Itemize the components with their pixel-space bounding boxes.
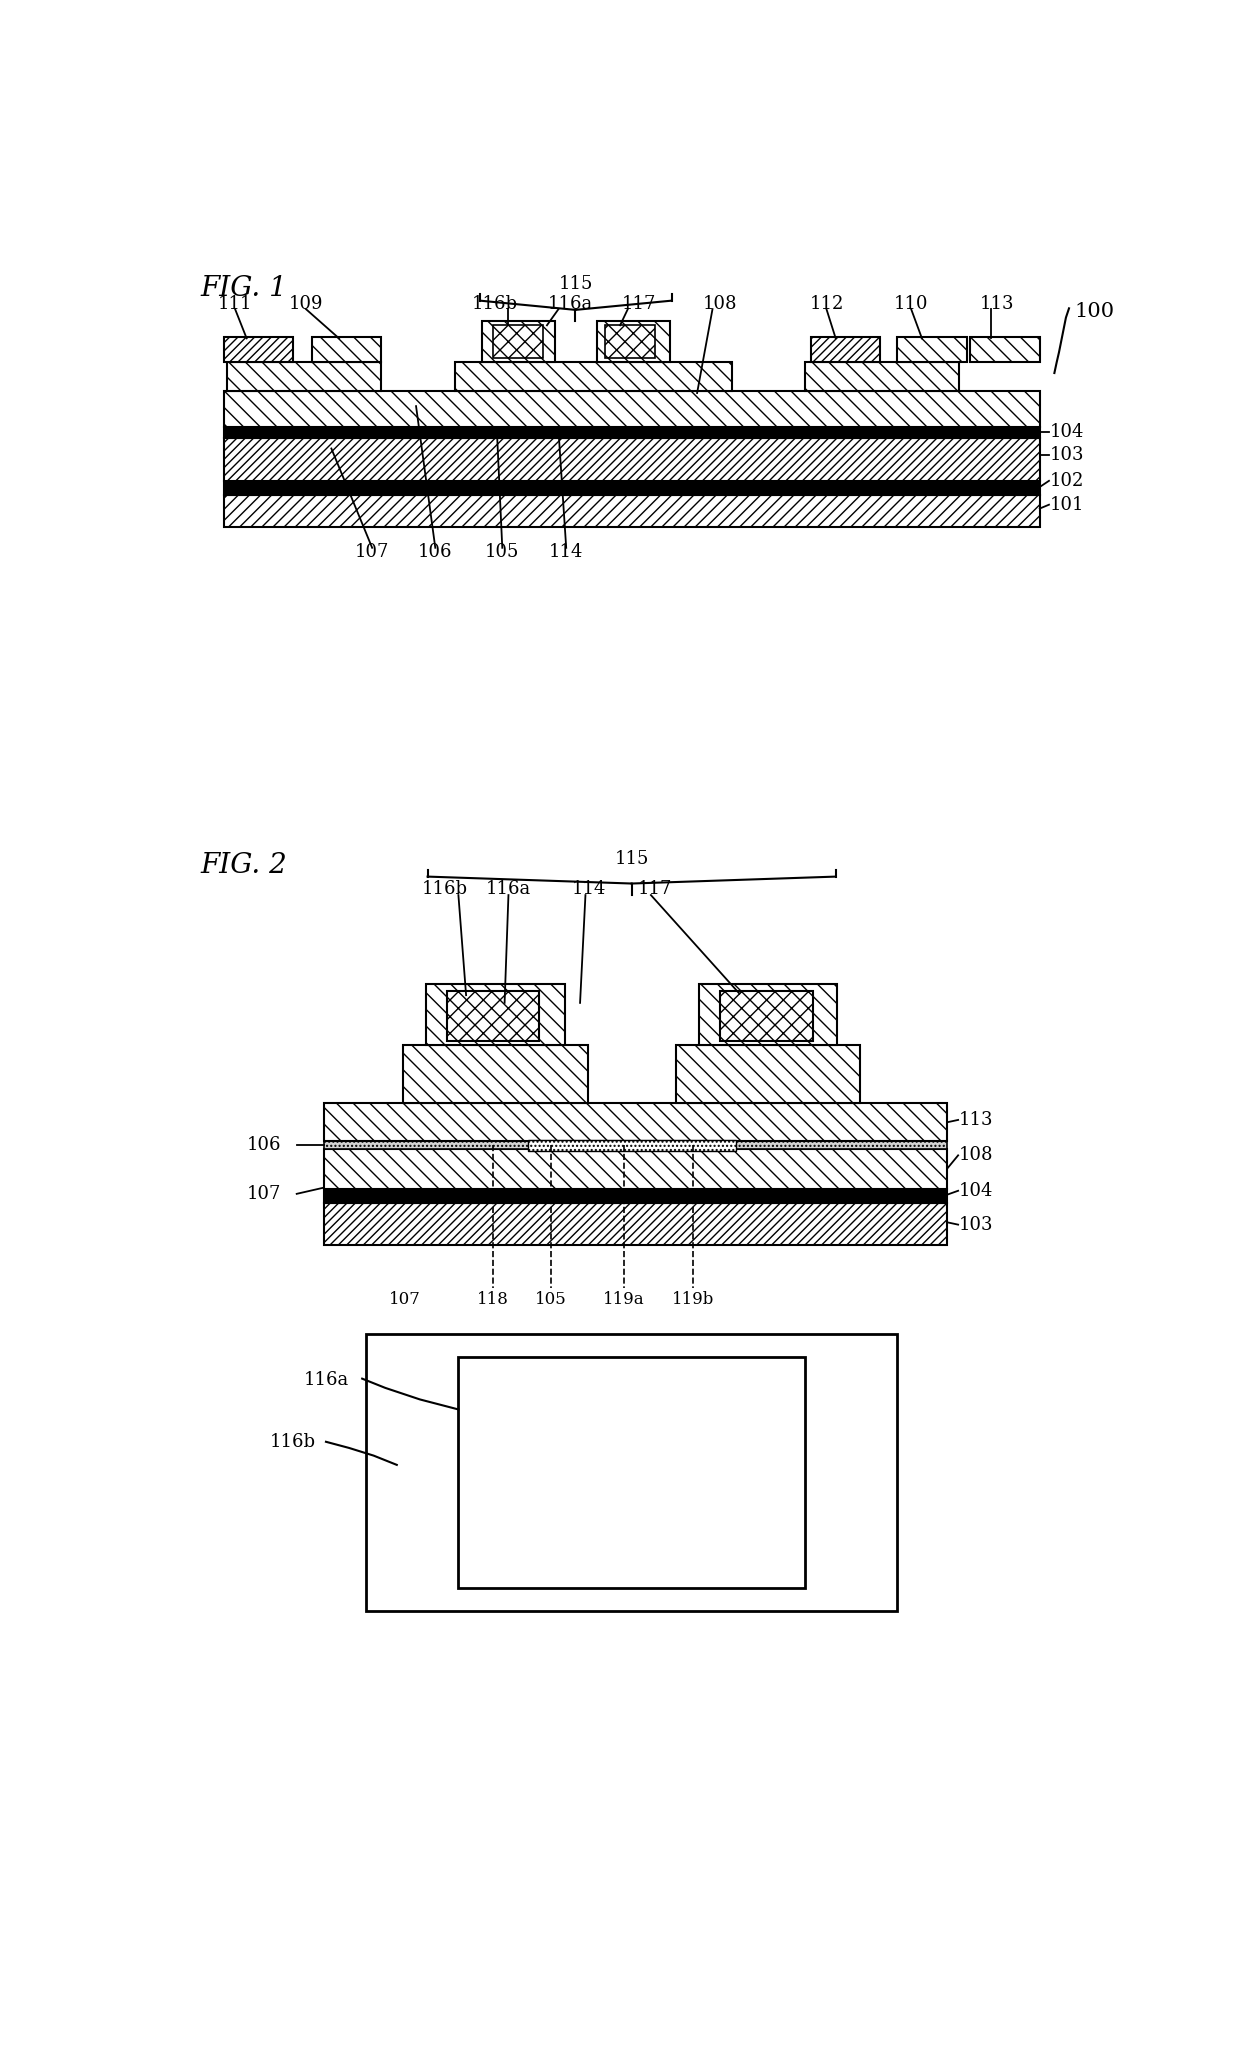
Text: 114: 114 <box>572 879 606 898</box>
Bar <box>223 337 293 362</box>
Bar <box>805 362 959 391</box>
Bar <box>446 991 539 1041</box>
Text: 103: 103 <box>959 1217 993 1233</box>
Bar <box>698 983 837 1045</box>
Text: 103: 103 <box>1050 445 1084 463</box>
Bar <box>227 362 382 391</box>
Bar <box>324 1202 947 1246</box>
Text: 115: 115 <box>615 850 649 867</box>
Text: 116b: 116b <box>270 1432 316 1450</box>
Bar <box>676 1045 861 1103</box>
Bar <box>811 337 880 362</box>
Text: 101: 101 <box>1050 497 1084 513</box>
Text: 109: 109 <box>289 294 324 312</box>
Bar <box>403 1045 588 1103</box>
Bar <box>494 325 543 358</box>
Bar <box>324 1190 947 1202</box>
Text: 106: 106 <box>418 544 453 561</box>
Text: 117: 117 <box>637 879 672 898</box>
Bar <box>223 426 1040 439</box>
Text: 113: 113 <box>959 1111 993 1130</box>
Text: 116b: 116b <box>471 294 517 312</box>
Text: 100: 100 <box>1074 302 1115 321</box>
Text: 116a: 116a <box>547 294 593 312</box>
Bar <box>324 1148 947 1190</box>
Bar <box>971 337 1040 362</box>
Text: 119a: 119a <box>603 1291 645 1308</box>
Text: 116a: 116a <box>486 879 531 898</box>
Bar <box>366 1335 898 1612</box>
Bar <box>605 325 655 358</box>
Text: 106: 106 <box>247 1136 281 1155</box>
Bar <box>223 439 1040 480</box>
Text: 119b: 119b <box>672 1291 714 1308</box>
Text: 107: 107 <box>247 1186 281 1202</box>
Bar <box>427 983 564 1045</box>
Text: 118: 118 <box>477 1291 508 1308</box>
Bar <box>223 391 1040 426</box>
Bar <box>459 1357 805 1589</box>
Text: 112: 112 <box>810 294 843 312</box>
Bar <box>223 480 1040 494</box>
Text: 117: 117 <box>622 294 656 312</box>
Text: 107: 107 <box>388 1291 420 1308</box>
Text: 116a: 116a <box>304 1372 348 1388</box>
Text: 108: 108 <box>959 1146 993 1165</box>
Bar <box>481 321 554 362</box>
Bar <box>324 1142 947 1148</box>
Text: FIG. 1: FIG. 1 <box>201 275 288 302</box>
Text: 116b: 116b <box>422 879 467 898</box>
Bar <box>324 1103 947 1142</box>
Bar <box>312 337 382 362</box>
Text: 105: 105 <box>485 544 520 561</box>
Text: 114: 114 <box>549 544 583 561</box>
Text: 113: 113 <box>980 294 1014 312</box>
Text: 111: 111 <box>218 294 253 312</box>
Bar <box>720 991 812 1041</box>
Text: 108: 108 <box>703 294 738 312</box>
Text: 105: 105 <box>534 1291 567 1308</box>
Text: 104: 104 <box>959 1181 993 1200</box>
Text: 104: 104 <box>1050 422 1084 441</box>
Bar <box>223 494 1040 528</box>
Bar <box>528 1140 735 1150</box>
Bar <box>596 321 670 362</box>
Text: 107: 107 <box>355 544 389 561</box>
Text: 110: 110 <box>894 294 929 312</box>
Text: 115: 115 <box>558 275 593 294</box>
Text: 102: 102 <box>1050 472 1084 490</box>
Bar <box>898 337 967 362</box>
Text: FIG. 2: FIG. 2 <box>201 852 288 879</box>
Bar <box>455 362 732 391</box>
